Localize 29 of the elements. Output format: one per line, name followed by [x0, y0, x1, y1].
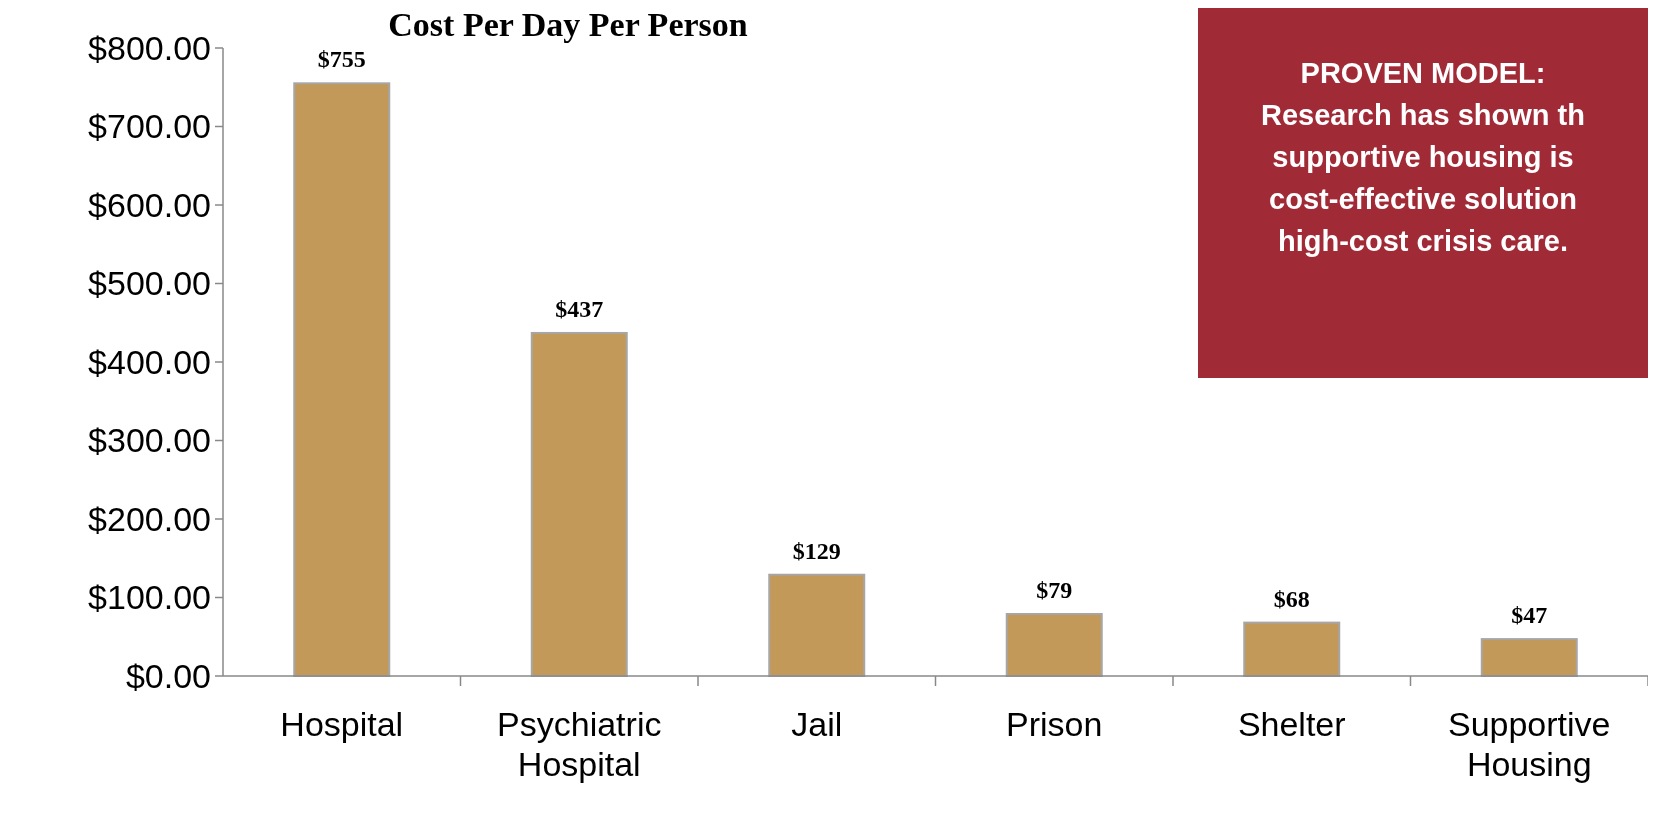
y-tick-label: $600.00	[88, 185, 211, 224]
data-label: $129	[792, 537, 841, 564]
x-tick-label: Jail	[791, 705, 843, 743]
y-tick-label: $0.00	[125, 656, 211, 695]
x-tick-label: Prison	[1006, 705, 1103, 743]
y-tick-label: $300.00	[88, 421, 211, 460]
x-tick-label: Hospital	[280, 705, 404, 743]
y-tick-label: $400.00	[88, 342, 211, 381]
x-tick-label: Supportive Housing	[1447, 705, 1611, 783]
y-tick-label: $800.00	[88, 28, 211, 67]
annotation: PROVEN MODEL: Research has shown th supportive housing is cost-effective solution high-cost crisis care.	[1261, 57, 1585, 257]
data-label: $68	[1273, 585, 1310, 612]
chart-title: Cost Per Day Per Person	[388, 6, 748, 43]
bar	[768, 573, 866, 677]
bar	[1005, 612, 1103, 677]
x-tick-label: Shelter	[1237, 705, 1346, 743]
bar	[1243, 621, 1341, 677]
bar	[530, 331, 628, 677]
bar	[293, 82, 391, 677]
y-tick-label: $100.00	[88, 578, 211, 617]
x-tick-label: Psychiatric Hospital	[497, 705, 662, 783]
y-tick-label: $200.00	[88, 499, 211, 538]
data-label: $437	[555, 295, 604, 322]
y-tick-label: $700.00	[88, 107, 211, 146]
data-label: $47	[1511, 602, 1548, 629]
data-label: $79	[1036, 576, 1073, 603]
y-tick-label: $500.00	[88, 264, 211, 303]
bar	[1480, 638, 1578, 677]
data-label: $755	[317, 46, 366, 73]
